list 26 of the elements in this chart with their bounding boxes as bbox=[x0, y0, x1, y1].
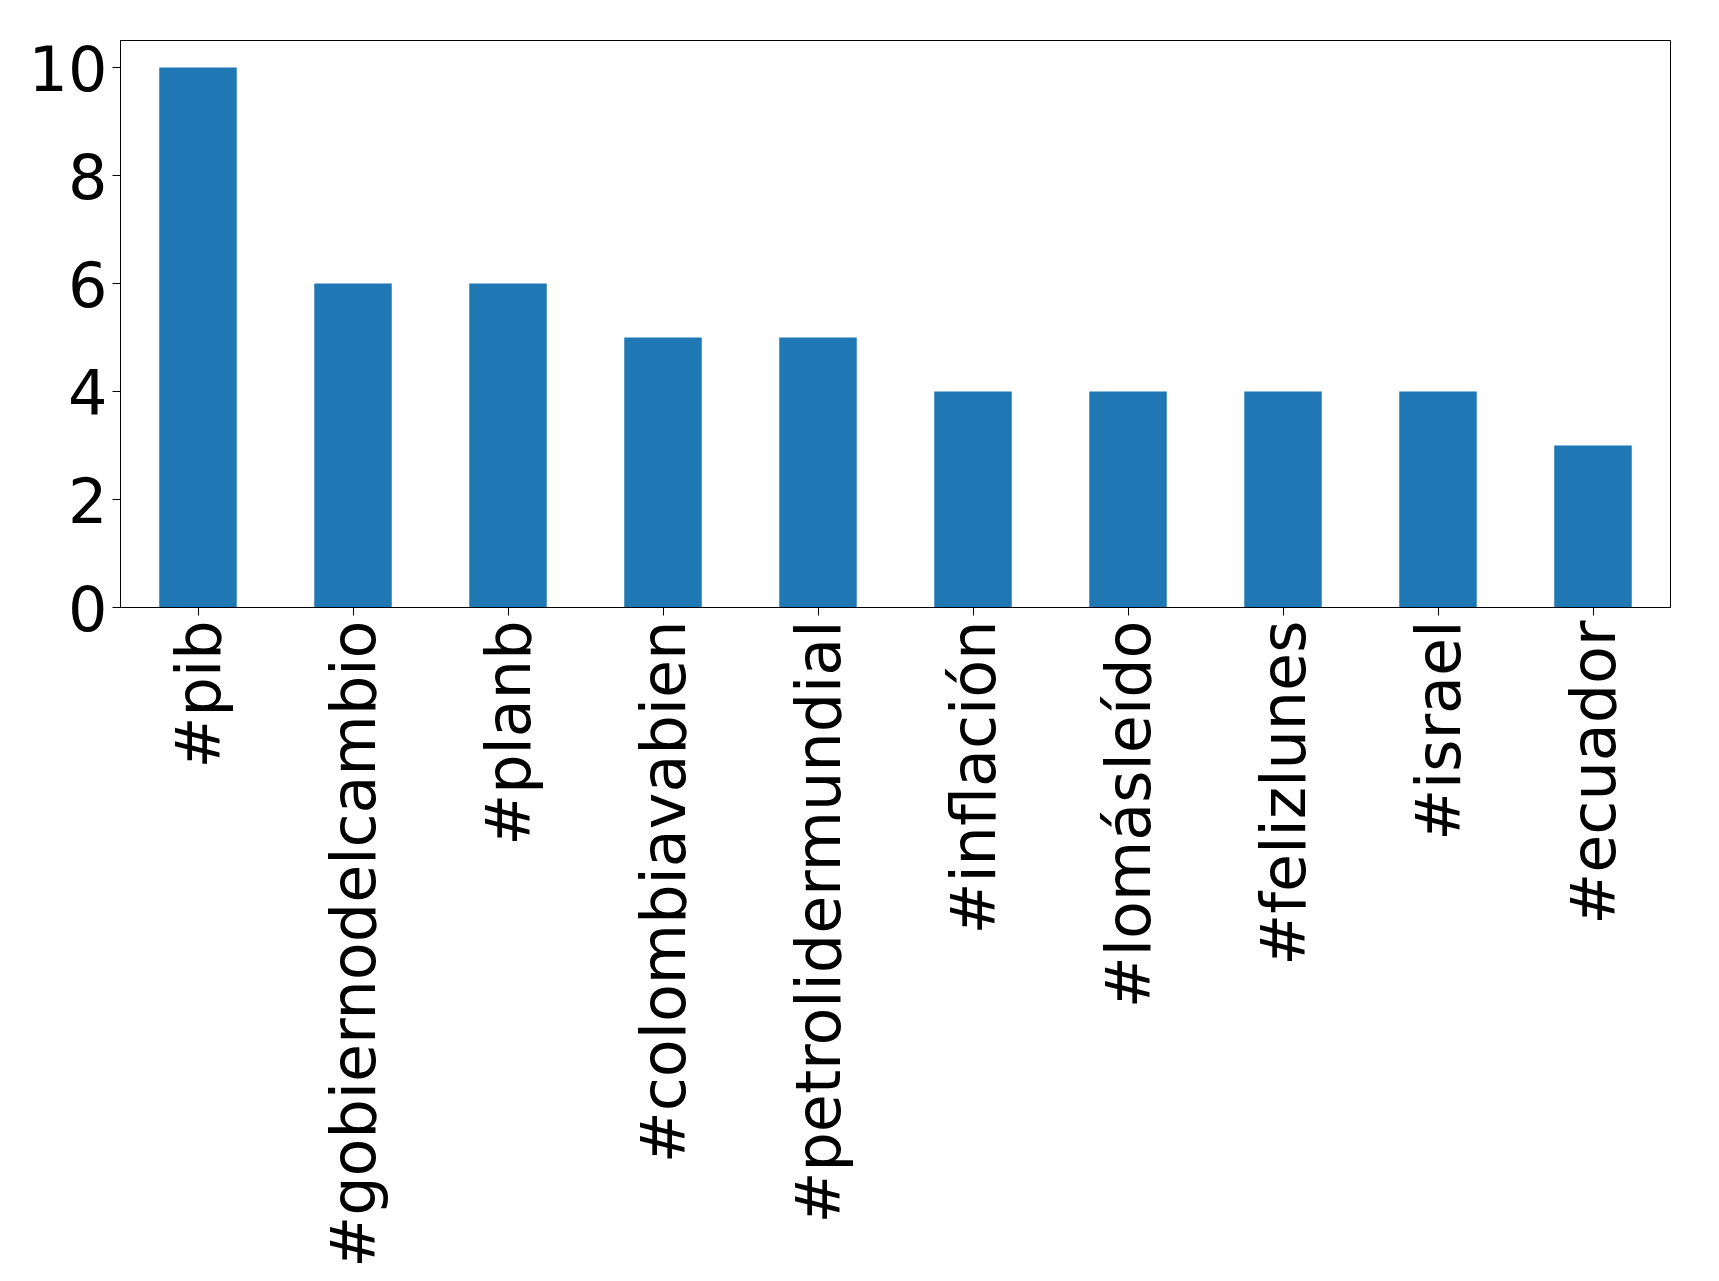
y-tick-label: 0 bbox=[68, 572, 108, 646]
bar bbox=[934, 391, 1012, 608]
bar bbox=[1244, 391, 1322, 608]
x-tick-label: #pib bbox=[161, 620, 235, 769]
bar bbox=[1089, 391, 1167, 608]
y-tick-label: 8 bbox=[68, 140, 108, 214]
y-tick-label: 4 bbox=[68, 356, 108, 430]
x-tick-label: #planb bbox=[471, 620, 545, 846]
x-tick-label: #colombiavabien bbox=[626, 620, 700, 1164]
bar bbox=[779, 337, 857, 608]
x-tick-label: #gobiernodelcambio bbox=[316, 620, 390, 1268]
x-tick-label: #ecuador bbox=[1556, 619, 1630, 925]
bar bbox=[469, 283, 547, 608]
y-tick-label: 10 bbox=[28, 32, 108, 106]
x-tick-label: #felizlunes bbox=[1246, 620, 1320, 966]
bar bbox=[314, 283, 392, 608]
x-tick-label: #inflación bbox=[936, 620, 1010, 935]
y-tick-label: 6 bbox=[68, 248, 108, 322]
bar bbox=[1399, 391, 1477, 608]
x-tick-label: #petrolidermundial bbox=[781, 620, 855, 1224]
bar bbox=[624, 337, 702, 608]
x-tick-label: #lomásleído bbox=[1091, 620, 1165, 1009]
x-tick-label: #israel bbox=[1401, 620, 1475, 841]
bar bbox=[159, 67, 237, 608]
y-tick-label: 2 bbox=[68, 464, 108, 538]
bar bbox=[1554, 445, 1632, 608]
